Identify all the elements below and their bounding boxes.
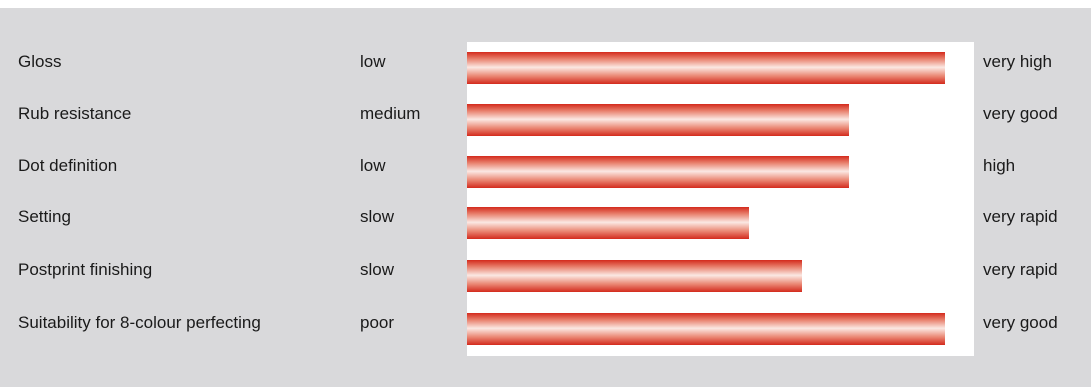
bar: [467, 52, 945, 84]
scale-high-label: very rapid: [983, 260, 1058, 279]
scale-low-label: medium: [360, 104, 421, 123]
category-label: Rub resistance: [18, 104, 132, 123]
scale-high-label: very good: [983, 104, 1058, 123]
plot-area: [467, 42, 974, 356]
bar: [467, 156, 849, 188]
bar: [467, 313, 945, 345]
scale-low-label: low: [360, 156, 386, 175]
scale-low-label: poor: [360, 313, 395, 332]
category-label: Setting: [18, 207, 71, 226]
category-label: Suitability for 8-colour perfecting: [18, 313, 261, 332]
scale-high-label: very high: [983, 52, 1052, 71]
category-label: Postprint finishing: [18, 260, 153, 279]
scale-low-label: low: [360, 52, 386, 71]
scale-high-label: high: [983, 156, 1016, 175]
category-label: Dot definition: [18, 156, 118, 175]
bar: [467, 260, 802, 292]
scale-high-label: very rapid: [983, 207, 1058, 226]
bar: [467, 207, 749, 239]
scale-low-label: slow: [360, 207, 395, 226]
scale-high-label: very good: [983, 313, 1058, 332]
scale-low-label: slow: [360, 260, 395, 279]
category-label: Gloss: [18, 52, 62, 71]
bar: [467, 104, 849, 136]
